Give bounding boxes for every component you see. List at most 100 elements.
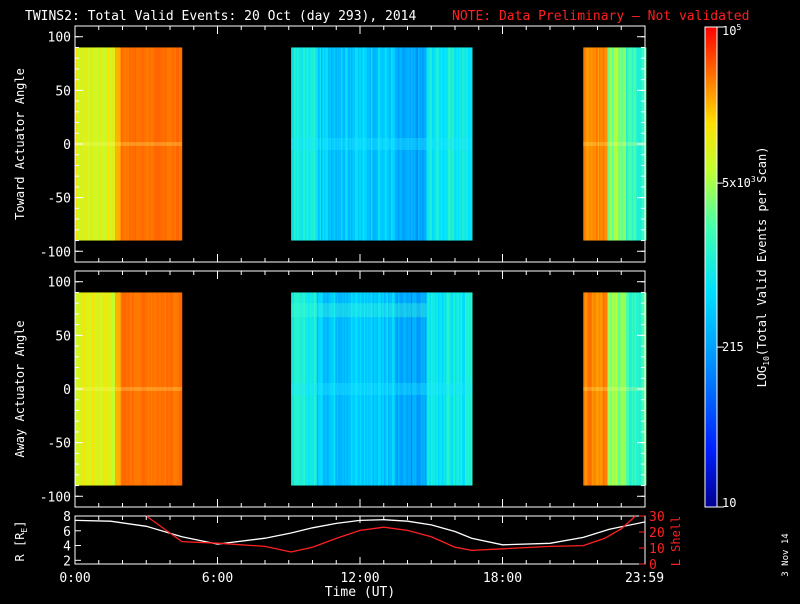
heatmap-column [116, 292, 119, 486]
heatmap-column [301, 47, 303, 241]
heatmap-column [412, 292, 415, 486]
heatmap-column [328, 292, 331, 486]
heatmap-column [365, 47, 368, 241]
heatmap-column [452, 47, 454, 241]
heatmap-column [345, 292, 348, 486]
heatmap-column [298, 292, 301, 486]
heatmap-column [302, 292, 305, 486]
heatmap-column [97, 292, 100, 486]
heatmap-column [596, 47, 598, 241]
l-shell-line [145, 515, 636, 553]
heatmap-column [140, 292, 143, 486]
heatmap-column [163, 292, 166, 486]
heatmap-column [342, 292, 345, 486]
heatmap-column [406, 47, 409, 241]
heatmap-column [126, 292, 129, 486]
heatmap-column [360, 292, 363, 486]
heatmap-column [292, 292, 295, 486]
heatmap-column [402, 292, 405, 486]
heatmap-column [293, 292, 296, 486]
heatmap-column [331, 47, 333, 241]
heatmap-column [177, 47, 180, 241]
heatmap-column [463, 292, 466, 486]
away-x-minor-ticks [74, 271, 646, 507]
heatmap-column [399, 292, 402, 486]
heatmap-column [400, 47, 403, 241]
heatmap-column [169, 47, 171, 241]
heatmap-column [301, 292, 303, 486]
heatmap-column [372, 47, 375, 241]
heatmap-column [171, 292, 174, 486]
heatmap-column [332, 47, 335, 241]
plot-title: TWINS2: Total Valid Events: 20 Oct (day … [25, 9, 417, 24]
heatmap-column [419, 292, 422, 486]
heatmap-column [104, 47, 107, 241]
heatmap-column [453, 292, 456, 486]
heatmap-column [94, 292, 97, 486]
heatmap-column [84, 47, 87, 241]
heatmap-column [147, 47, 150, 241]
heatmap-column [136, 47, 139, 241]
heatmap-column [613, 292, 615, 486]
heatmap-column [583, 47, 586, 241]
heatmap-column [416, 292, 419, 486]
heatmap-column [584, 47, 587, 241]
x-tick-label: 6:00 [202, 571, 233, 586]
heatmap-column [134, 47, 137, 241]
heatmap-column [362, 292, 365, 486]
heatmap-column [590, 47, 593, 241]
heatmap-column [348, 47, 350, 241]
heatmap-column [445, 47, 447, 241]
heatmap-column [313, 47, 316, 241]
heatmap-column [161, 292, 164, 486]
heatmap-band [291, 138, 472, 150]
heatmap-column [113, 292, 116, 486]
heatmap-column [455, 292, 457, 486]
heatmap-column [392, 47, 395, 241]
heatmap-column [464, 292, 467, 486]
heatmap-column [385, 292, 388, 486]
heatmap-column [470, 292, 473, 486]
heatmap-column [355, 47, 358, 241]
heatmap-column [322, 47, 325, 241]
heatmap-column [403, 47, 406, 241]
heatmap-column [318, 292, 321, 486]
heatmap-column [303, 292, 306, 486]
heatmap-column [180, 292, 183, 486]
heatmap-column [435, 292, 437, 486]
heatmap-column [133, 292, 136, 486]
heatmap-column [587, 292, 590, 486]
heatmap-column [386, 47, 389, 241]
heatmap-column [417, 47, 420, 241]
heatmap-column [92, 47, 94, 241]
heatmap-column [443, 47, 446, 241]
heatmap-column [368, 47, 370, 241]
heatmap-column [149, 292, 151, 486]
heatmap-column [99, 47, 102, 241]
heatmap-column [107, 292, 110, 486]
heatmap-column [93, 292, 96, 486]
heatmap-column [462, 292, 464, 486]
heatmap-column [132, 292, 134, 486]
heatmap-column [439, 47, 442, 241]
heatmap-column [309, 292, 312, 486]
heatmap-column [124, 47, 127, 241]
heatmap-column [400, 292, 403, 486]
heatmap-column [633, 292, 635, 486]
heatmap-column [626, 47, 628, 241]
heatmap-column [442, 47, 444, 241]
heatmap-column [349, 292, 352, 486]
heatmap-column [591, 292, 594, 486]
heatmap-column [348, 292, 350, 486]
heatmap-column [386, 292, 389, 486]
heatmap-column [335, 47, 338, 241]
heatmap-column [346, 47, 349, 241]
heatmap-column [163, 47, 166, 241]
heatmap-column [601, 292, 604, 486]
heatmap-column [460, 47, 463, 241]
heatmap-column [179, 292, 181, 486]
heatmap-column [449, 47, 452, 241]
heatmap-column [410, 47, 413, 241]
heatmap-column [341, 292, 343, 486]
